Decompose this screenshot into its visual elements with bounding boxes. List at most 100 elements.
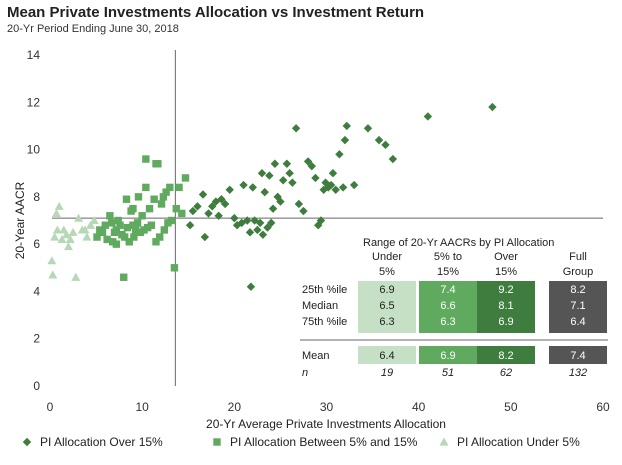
table-mean-value: 7.4 [570, 350, 585, 362]
table-cell-value: 7.4 [440, 284, 455, 296]
data-point-over-15 [263, 223, 272, 232]
data-point-between-5-15 [98, 228, 107, 237]
data-point-between-5-15 [150, 195, 158, 203]
data-point-between-5-15 [108, 219, 116, 227]
table-mean-cell [419, 346, 477, 364]
data-point-between-5-15 [129, 221, 137, 229]
data-point-over-15 [248, 183, 257, 192]
data-point-over-15 [307, 161, 316, 171]
table-cell-value: 6.6 [440, 300, 455, 312]
y-tick-label: 0 [33, 379, 40, 393]
table-title: Range of 20-Yr AACRs by PI Allocation [363, 237, 554, 249]
table-column-header: 5% to [434, 251, 462, 263]
data-point-over-15 [388, 154, 398, 164]
data-point-over-15 [299, 206, 308, 216]
data-point-between-5-15 [125, 238, 133, 246]
table-cell-value: 6.5 [379, 300, 394, 312]
table-cell-value: 6.3 [440, 316, 455, 328]
data-point-under-5 [63, 242, 73, 251]
data-point-under-5 [54, 201, 64, 210]
data-point-over-15 [225, 185, 234, 194]
table-n-value: 132 [569, 367, 587, 379]
data-point-between-5-15 [167, 216, 176, 225]
table-column-header: Group [563, 266, 594, 278]
table-row-label: 25th %ile [302, 284, 347, 296]
data-point-over-15 [185, 221, 195, 230]
y-tick-label: 2 [33, 332, 40, 346]
data-point-between-5-15 [166, 183, 174, 192]
data-point-between-5-15 [155, 233, 164, 241]
table-cell-value: 9.2 [498, 284, 513, 296]
data-point-under-5 [89, 216, 99, 225]
data-point-over-15 [291, 124, 301, 133]
data-point-between-5-15 [103, 235, 111, 244]
x-tick-label: 0 [47, 400, 54, 414]
data-point-over-15 [253, 225, 262, 235]
data-point-between-5-15 [178, 209, 186, 218]
data-point-over-15 [374, 135, 384, 145]
data-point-over-15 [335, 150, 344, 159]
y-tick-label: 6 [33, 237, 40, 251]
table-column-header: Under [372, 251, 402, 263]
data-point-between-5-15 [172, 204, 180, 213]
data-point-between-5-15 [147, 221, 156, 229]
data-point-over-15 [255, 218, 265, 228]
table-cell-block [419, 281, 477, 333]
data-point-under-5 [71, 272, 81, 281]
data-point-over-15 [188, 206, 198, 216]
data-point-between-5-15 [120, 233, 129, 241]
data-point-under-5 [48, 270, 58, 279]
table-mean-cell [358, 346, 416, 364]
data-point-over-15 [294, 199, 304, 209]
data-point-under-5 [80, 225, 90, 234]
data-point-between-5-15 [175, 183, 183, 192]
data-point-under-5 [62, 230, 72, 239]
table-mean-value: 8.2 [498, 350, 513, 362]
data-point-over-15 [220, 199, 230, 209]
data-point-between-5-15 [170, 264, 179, 272]
data-point-between-5-15 [133, 219, 142, 227]
legend-marker [439, 437, 449, 446]
data-point-over-15 [267, 218, 276, 228]
data-point-over-15 [217, 195, 226, 204]
data-point-over-15 [488, 102, 497, 112]
data-point-over-15 [246, 282, 256, 291]
legend-label: PI Allocation Under 5% [457, 435, 580, 449]
table-column-header: Full [569, 251, 587, 263]
data-point-over-15 [363, 124, 373, 133]
data-point-between-5-15 [181, 174, 190, 182]
legend-marker [22, 437, 32, 447]
data-point-between-5-15 [93, 233, 101, 241]
data-point-over-15 [349, 180, 359, 190]
data-point-between-5-15 [129, 204, 137, 213]
x-tick-label: 10 [135, 400, 149, 414]
x-tick-label: 30 [320, 400, 334, 414]
data-point-over-15 [245, 228, 255, 237]
table-mean-value: 6.4 [379, 350, 394, 362]
data-point-between-5-15 [101, 221, 109, 229]
chart-subtitle: 20-Yr Period Ending June 30, 2018 [7, 23, 179, 35]
table-column-header: 5% [379, 266, 395, 278]
table-cell-value: 7.1 [570, 300, 585, 312]
data-point-over-15 [257, 169, 267, 178]
data-point-over-15 [381, 140, 390, 150]
data-point-under-5 [74, 213, 84, 222]
data-point-over-15 [258, 230, 268, 239]
table-cell-value: 6.3 [379, 316, 394, 328]
data-point-over-15 [285, 169, 294, 178]
table-cell-value: 8.2 [570, 284, 585, 296]
data-point-between-5-15 [160, 226, 168, 234]
chart-title: Mean Private Investments Allocation vs I… [7, 4, 425, 21]
data-point-between-5-15 [112, 240, 121, 248]
table-cell-value: 8.1 [498, 300, 513, 312]
data-point-under-5 [51, 208, 61, 218]
data-point-over-15 [276, 197, 285, 206]
data-point-over-15 [331, 185, 340, 194]
data-point-over-15 [208, 202, 217, 211]
data-point-under-5 [47, 256, 57, 265]
legend-marker [213, 438, 221, 446]
table-mean-cell [477, 346, 535, 364]
data-point-between-5-15 [138, 212, 146, 220]
y-tick-label: 12 [27, 95, 41, 109]
data-point-over-15 [214, 211, 223, 220]
